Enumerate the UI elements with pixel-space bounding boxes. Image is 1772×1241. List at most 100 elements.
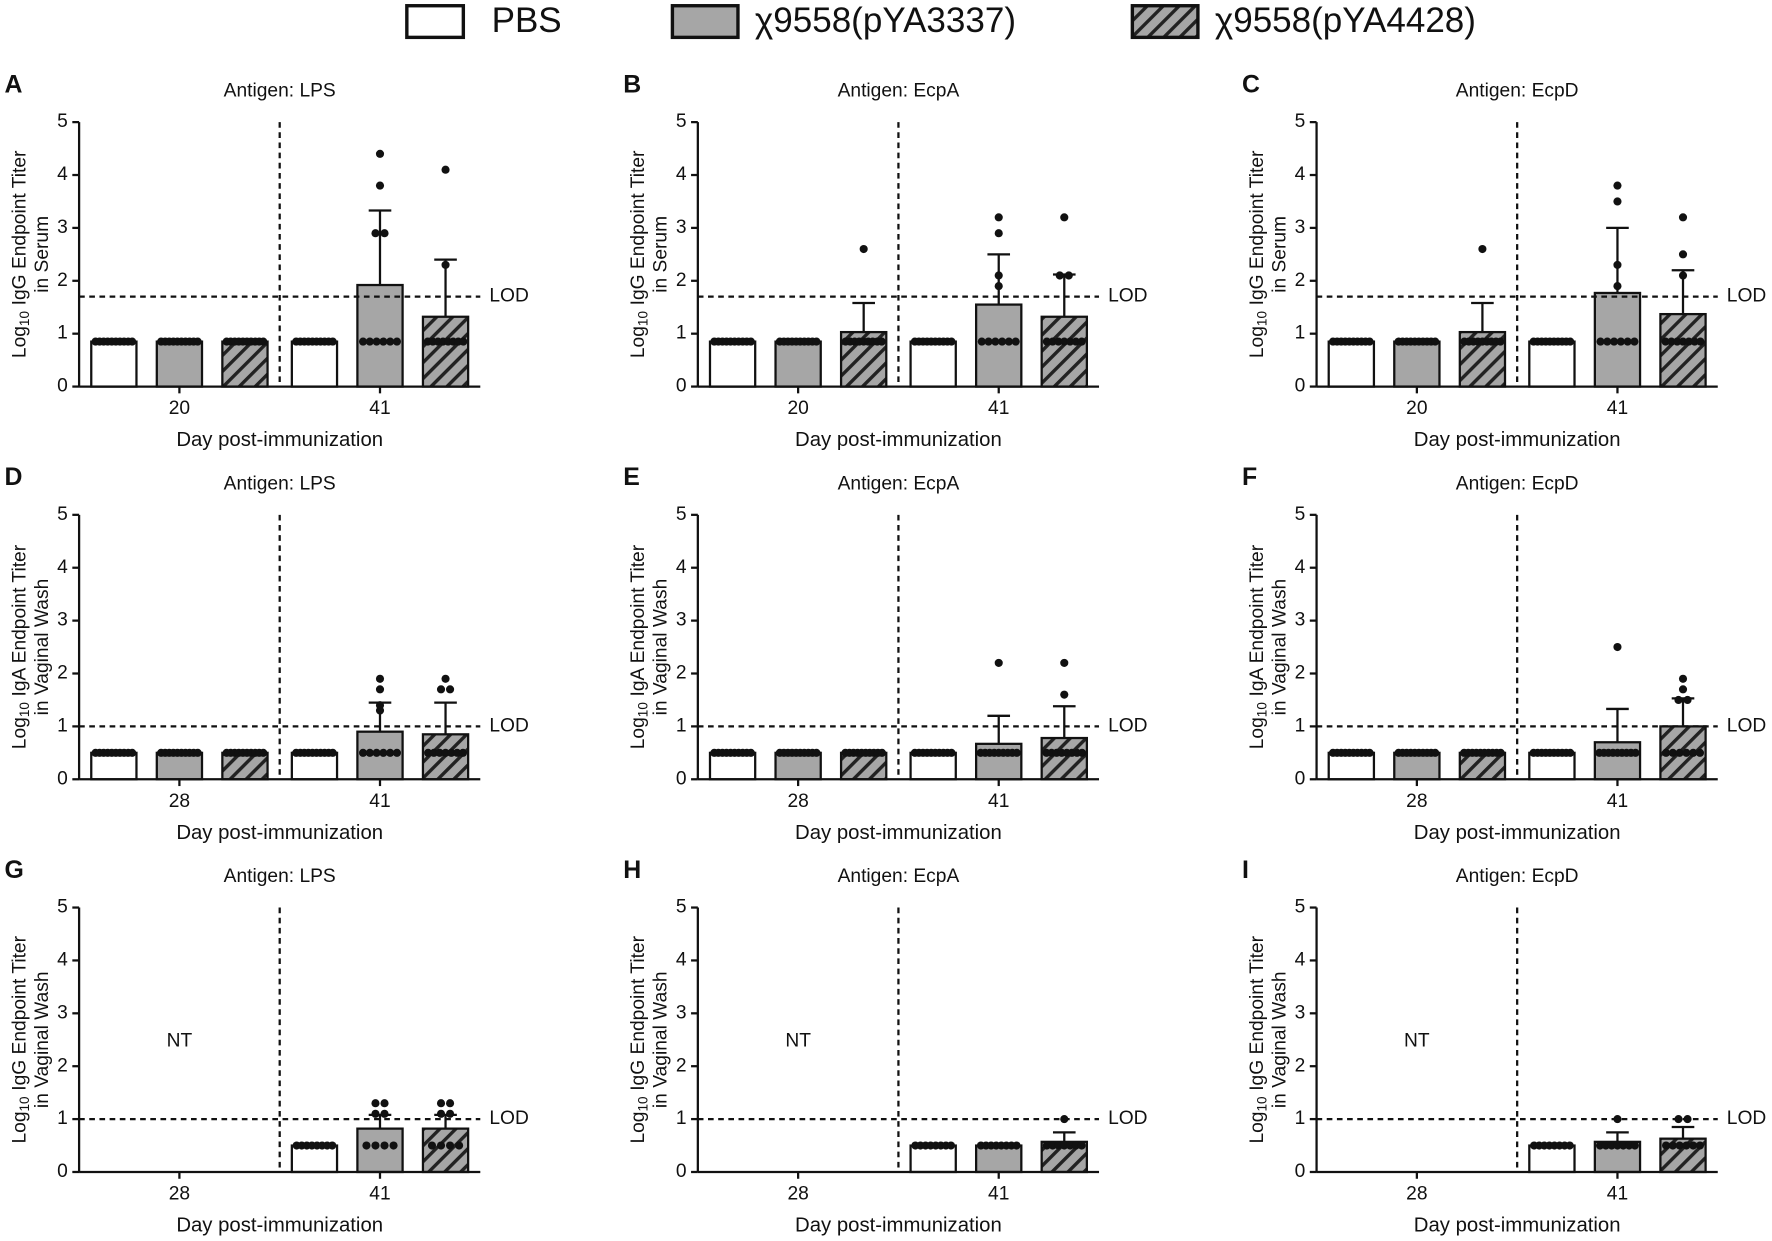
bar bbox=[774, 340, 822, 388]
x-tick-label: 41 bbox=[369, 1184, 390, 1205]
data-point bbox=[328, 337, 337, 346]
data-point bbox=[365, 337, 374, 346]
panel-title: Antigen: LPS bbox=[224, 866, 336, 887]
y-tick-label: 2 bbox=[1295, 270, 1306, 291]
data-point bbox=[1496, 337, 1505, 346]
y-label-sub: 10 bbox=[1254, 311, 1269, 326]
y-tick-label: 2 bbox=[1295, 1055, 1306, 1076]
data-point bbox=[358, 748, 368, 757]
data-point bbox=[746, 337, 755, 346]
data-point bbox=[328, 1141, 337, 1150]
data-point bbox=[1661, 337, 1670, 346]
data-point bbox=[375, 181, 385, 190]
y-label-part: IgA Endpoint Titer bbox=[1247, 544, 1268, 696]
data-point bbox=[1609, 337, 1619, 346]
data-point bbox=[812, 748, 821, 757]
data-point bbox=[1661, 1141, 1671, 1150]
data-point bbox=[371, 1109, 380, 1118]
data-point bbox=[1054, 1141, 1063, 1150]
data-point bbox=[1696, 337, 1705, 346]
lod-label: LOD bbox=[1108, 715, 1148, 736]
bar bbox=[909, 1144, 957, 1174]
data-point bbox=[441, 748, 450, 757]
bar bbox=[290, 751, 339, 781]
bar bbox=[974, 303, 1023, 388]
x-axis-label: Day post-immunization bbox=[176, 822, 383, 844]
data-point bbox=[1613, 181, 1622, 190]
y-tick-label: 5 bbox=[1295, 897, 1306, 918]
data-point bbox=[362, 1141, 371, 1150]
panel-letter: I bbox=[1242, 856, 1249, 884]
lod-label: LOD bbox=[1727, 1108, 1767, 1129]
data-point bbox=[1042, 337, 1051, 346]
data-point bbox=[1365, 748, 1374, 757]
bar bbox=[1458, 751, 1507, 781]
data-point bbox=[1667, 337, 1676, 346]
x-tick-label: 28 bbox=[787, 791, 808, 812]
data-point bbox=[1566, 748, 1575, 757]
y-tick-label: 2 bbox=[57, 663, 68, 684]
bar bbox=[708, 340, 757, 388]
data-point bbox=[435, 748, 444, 757]
bar bbox=[1393, 751, 1441, 781]
data-point bbox=[1066, 1141, 1075, 1150]
y-tick-label: 4 bbox=[57, 164, 68, 185]
data-point bbox=[1071, 1141, 1080, 1150]
y-tick-label: 0 bbox=[57, 768, 68, 789]
data-point bbox=[1060, 213, 1069, 222]
data-point bbox=[392, 748, 402, 757]
error-bar bbox=[368, 1113, 392, 1129]
error-bar bbox=[434, 1113, 457, 1129]
data-point bbox=[379, 748, 388, 757]
panel-letter: B bbox=[623, 71, 641, 99]
y-tick-label: 4 bbox=[676, 164, 687, 185]
y-tick-label: 2 bbox=[676, 663, 687, 684]
y-axis-label: in Serum bbox=[32, 216, 53, 293]
error-bar bbox=[1471, 301, 1494, 333]
data-point bbox=[1431, 337, 1440, 346]
bar bbox=[1327, 751, 1376, 781]
data-point bbox=[1011, 337, 1020, 346]
data-point bbox=[445, 685, 455, 694]
bar bbox=[774, 751, 822, 781]
data-point bbox=[1678, 337, 1688, 346]
data-point bbox=[380, 1141, 389, 1150]
panel-title: Antigen: EcpD bbox=[1456, 866, 1579, 887]
data-point bbox=[994, 282, 1003, 291]
y-axis-label: Log10 IgG Endpoint Titer bbox=[628, 150, 650, 358]
data-point bbox=[1077, 1141, 1086, 1150]
panel-letter: F bbox=[1242, 463, 1257, 491]
y-label-sub: 10 bbox=[1254, 1096, 1269, 1111]
data-point bbox=[1004, 337, 1013, 346]
error-bar bbox=[1671, 697, 1695, 727]
x-axis-label: Day post-immunization bbox=[795, 429, 1002, 451]
x-tick-label: 41 bbox=[988, 1184, 1009, 1205]
data-point bbox=[1631, 748, 1640, 757]
data-point bbox=[1613, 642, 1622, 652]
y-tick-label: 2 bbox=[57, 270, 68, 291]
panel-title: Antigen: LPS bbox=[224, 81, 336, 102]
y-tick-label: 4 bbox=[1295, 950, 1306, 971]
x-tick-label: 41 bbox=[369, 791, 390, 812]
data-point bbox=[424, 748, 433, 757]
legend-label: χ9558(pYA4428) bbox=[1215, 1, 1476, 40]
error-bar bbox=[987, 714, 1011, 744]
data-point bbox=[372, 748, 381, 757]
legend-label: PBS bbox=[492, 1, 562, 40]
y-tick-label: 5 bbox=[57, 504, 68, 525]
data-point bbox=[1607, 1141, 1616, 1150]
y-tick-label: 3 bbox=[1295, 1002, 1306, 1023]
error-bar bbox=[852, 301, 875, 333]
data-point bbox=[1012, 1141, 1021, 1150]
y-label-part: IgA Endpoint Titer bbox=[628, 544, 649, 696]
error-bar bbox=[434, 258, 457, 317]
error-bar bbox=[434, 701, 457, 735]
y-label-part: Log bbox=[9, 1111, 30, 1143]
x-axis-label: Day post-immunization bbox=[176, 429, 383, 451]
data-point bbox=[386, 748, 395, 757]
y-axis-label: in Serum bbox=[1269, 216, 1290, 293]
data-point bbox=[1689, 748, 1698, 757]
data-point bbox=[1066, 337, 1075, 346]
